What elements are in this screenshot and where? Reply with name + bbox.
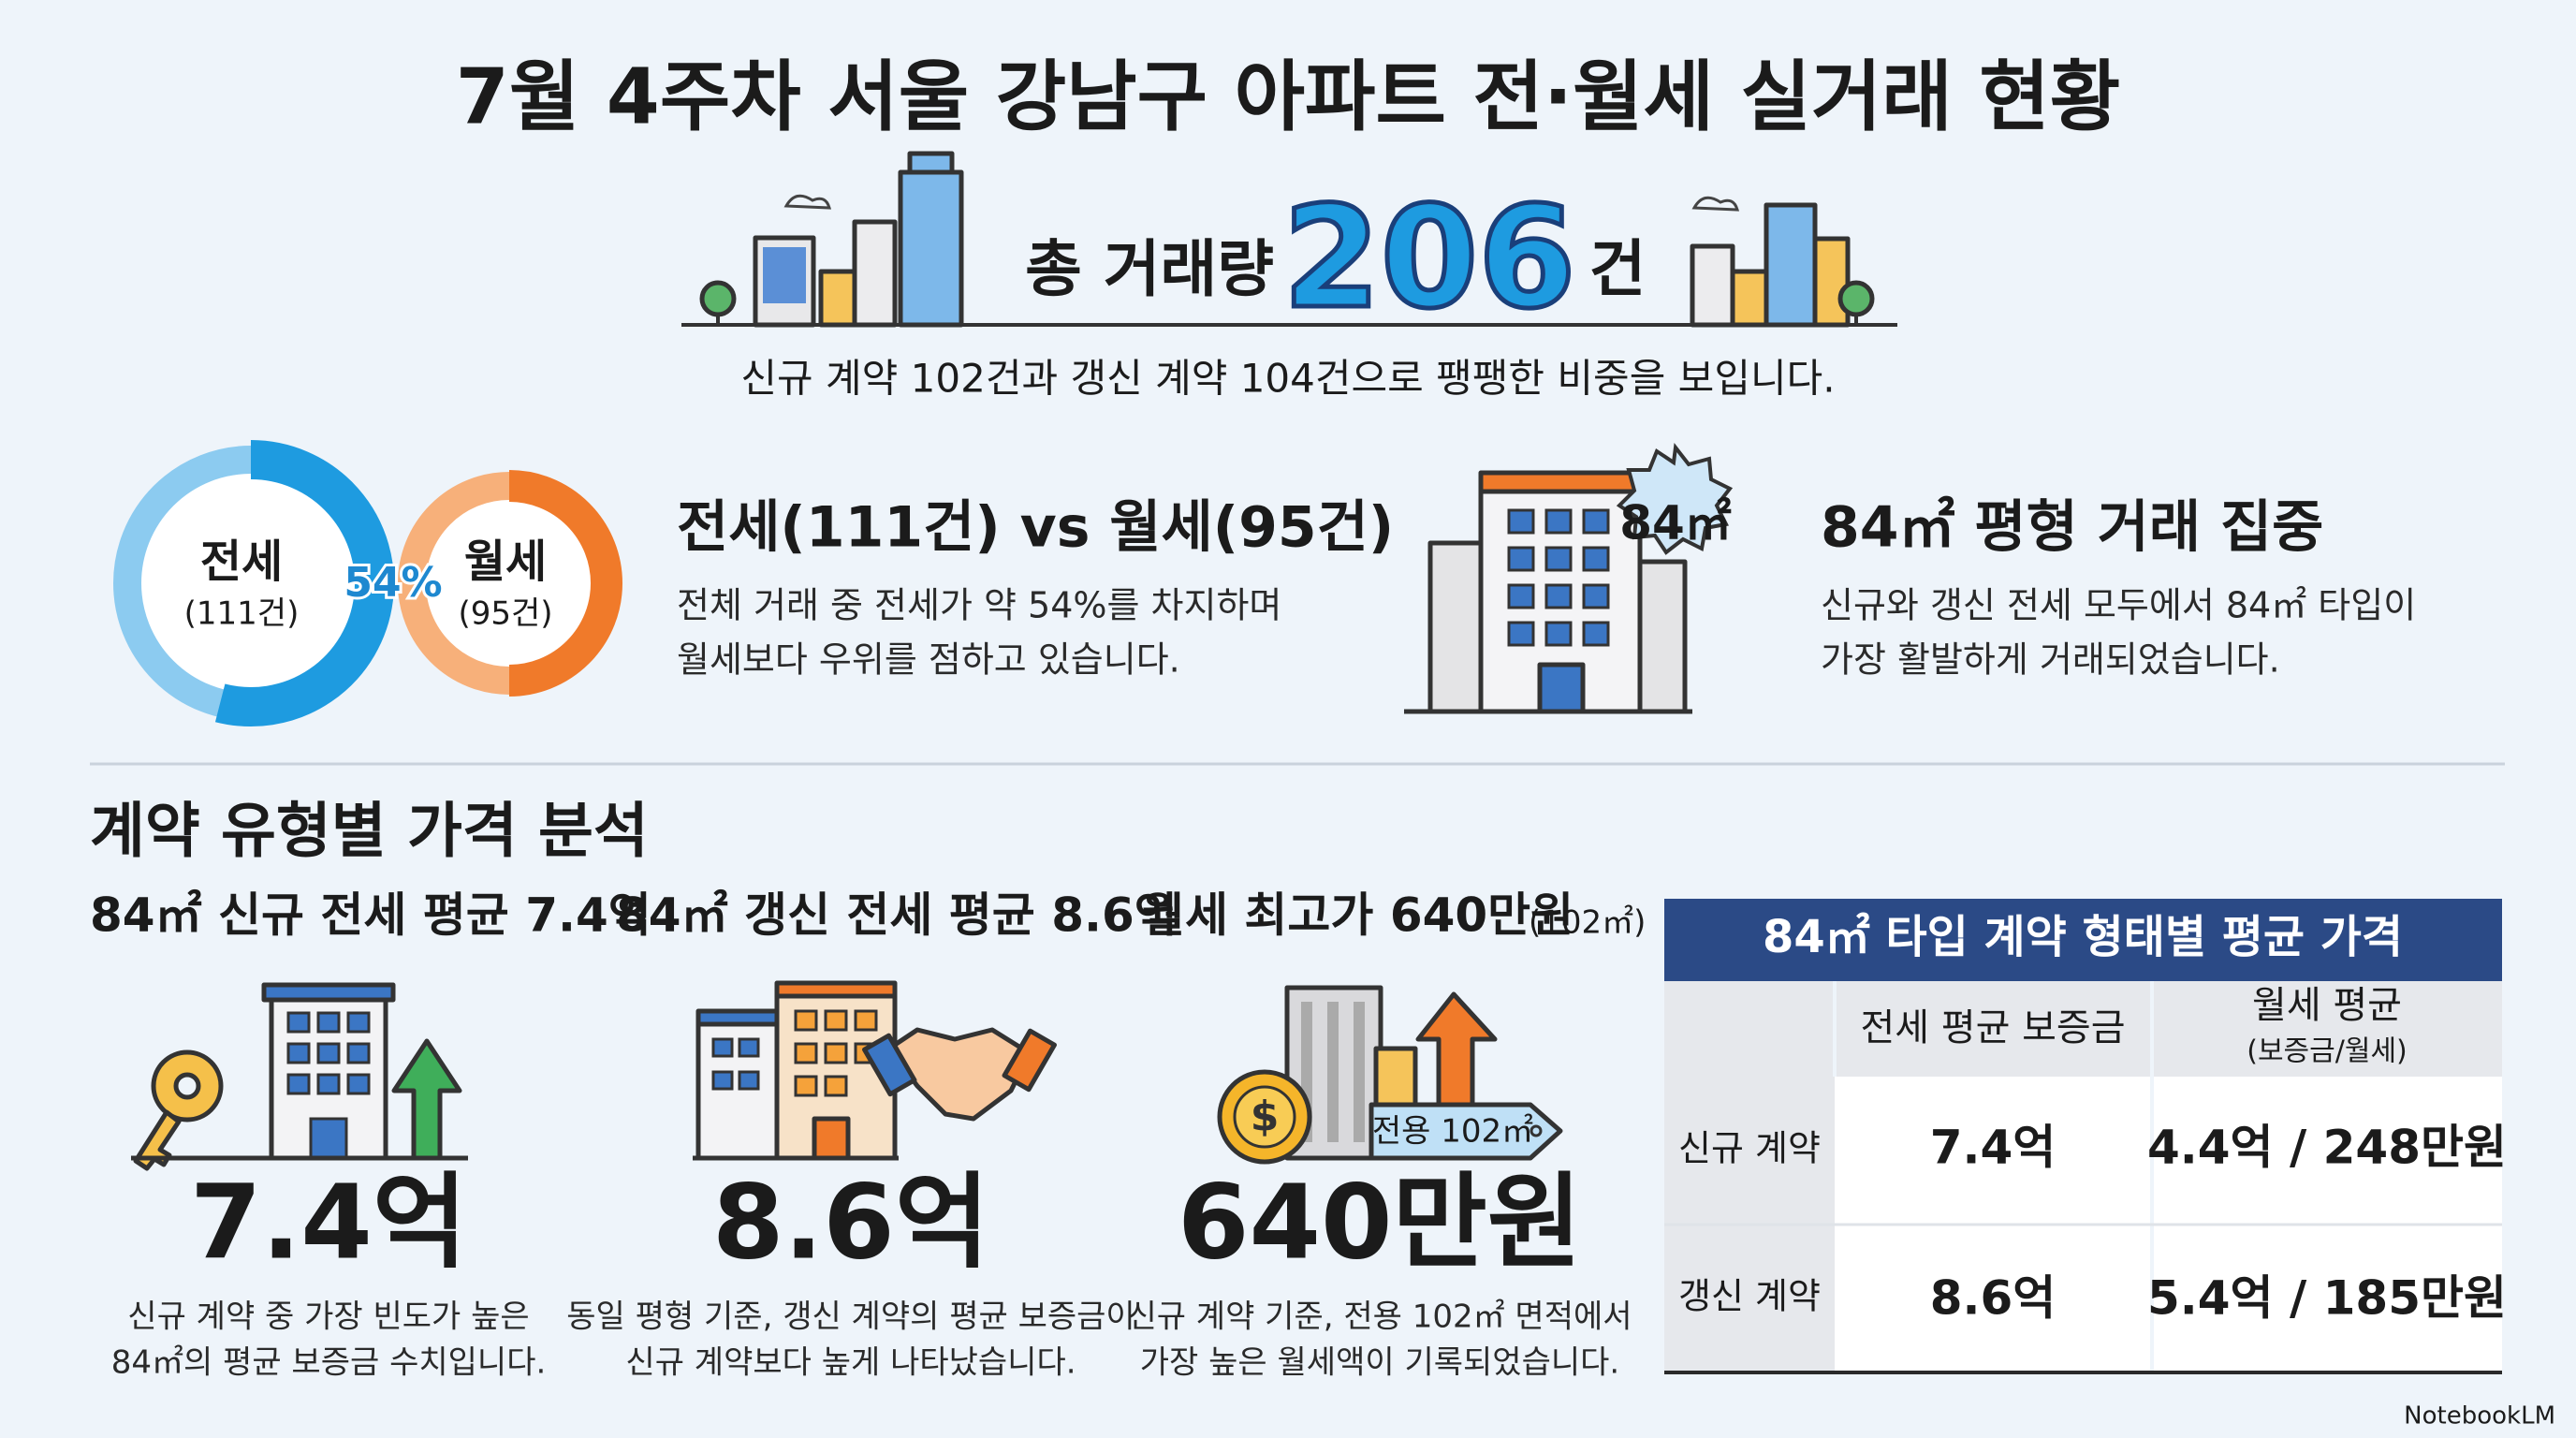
- column-header: 전세 평균 보증금: [1860, 1006, 2125, 1049]
- jeonse-count: (111건): [184, 595, 300, 633]
- table-title: 84㎡ 타입 계약 형태별 평균 가격: [1763, 911, 2403, 963]
- card-line: 신규 계약보다 높게 나타났습니다.: [625, 1344, 1076, 1382]
- column-header: 월세 평균: [2252, 984, 2402, 1027]
- card-value: 8.6억: [712, 1162, 989, 1282]
- row-label: 갱신 계약: [1678, 1276, 1821, 1317]
- card-heading: 84㎡ 갱신 전세 평균 8.6억: [616, 888, 1178, 943]
- total-prefix: 총 거래량: [1025, 233, 1274, 305]
- wolse-label: 월세: [464, 536, 547, 588]
- title: 7월 4주차 서울 강남구 아파트 전·월세 실거래 현황: [456, 52, 2120, 141]
- area-sign: 전용 102㎡: [1372, 1113, 1533, 1151]
- card-line: 신규 계약 중 가장 빈도가 높은: [127, 1299, 529, 1336]
- card-heading-note: (102㎡): [1529, 904, 1646, 942]
- card-heading: 84㎡ 신규 전세 평균 7.4억: [90, 888, 651, 943]
- table-cell: 5.4억 / 185만원: [2147, 1271, 2507, 1326]
- footer: NotebookLM: [2404, 1402, 2555, 1431]
- column-header-bg: [1664, 981, 2502, 1077]
- share-label: 54%: [344, 559, 442, 607]
- column-header-note: (보증금/월세): [2247, 1035, 2408, 1068]
- share-arc: [214, 440, 394, 726]
- price-table: [1664, 899, 2502, 1374]
- donut-chart: [113, 446, 622, 721]
- card-line: 84㎡의 평균 보증금 수치입니다.: [111, 1344, 547, 1382]
- table-header-bg: [1664, 899, 2502, 981]
- svg-text:$: $: [1251, 1093, 1280, 1140]
- card-line: 신규 계약 기준, 전용 102㎡ 면적에서: [1127, 1299, 1632, 1336]
- total-value: 206: [1282, 177, 1575, 340]
- card-line: 가장 높은 월세액이 기록되었습니다.: [1140, 1344, 1619, 1382]
- table-cell: 8.6억: [1930, 1271, 2056, 1326]
- card-value: 640만원: [1178, 1162, 1582, 1282]
- total-suffix: 건: [1589, 233, 1647, 305]
- rent-icon: $: [1217, 985, 1563, 1165]
- highlight-line: 신규와 갱신 전세 모두에서 84㎡ 타입이: [1821, 585, 2416, 626]
- highlight-line: 전체 거래 중 전세가 약 54%를 차지하며: [677, 585, 1281, 626]
- key-icon: [131, 982, 468, 1171]
- wolse-count: (95건): [458, 595, 552, 633]
- card-heading: 월세 최고가 640만원: [1142, 888, 1573, 943]
- subtitle: 신규 계약 102건과 갱신 계약 104건으로 팽팽한 비중을 보입니다.: [740, 356, 1835, 402]
- skyline-right: [1690, 196, 1875, 328]
- highlight-heading: 전세(111건) vs 월세(95건): [677, 495, 1394, 561]
- building-icon: [1404, 442, 1734, 714]
- highlight-line: 월세보다 우위를 점하고 있습니다.: [677, 639, 1180, 681]
- area-badge: 84㎡: [1619, 496, 1732, 550]
- card-line: 동일 평형 기준, 갱신 계약의 평균 보증금이: [566, 1299, 1134, 1336]
- wolse-accent: [508, 470, 622, 697]
- table-cell: 7.4억: [1930, 1121, 2056, 1175]
- handshake-icon: [693, 980, 1057, 1161]
- card-value: 7.4억: [190, 1162, 467, 1282]
- row-label: 신규 계약: [1678, 1128, 1821, 1169]
- skyline-left: [681, 151, 1897, 328]
- section-title: 계약 유형별 가격 분석: [90, 798, 649, 867]
- highlight-line: 가장 활발하게 거래되었습니다.: [1821, 639, 2280, 681]
- table-cell: 4.4억 / 248만원: [2147, 1121, 2507, 1175]
- jeonse-label: 전세: [200, 536, 283, 588]
- highlight-heading: 84㎡ 평형 거래 집중: [1821, 495, 2323, 561]
